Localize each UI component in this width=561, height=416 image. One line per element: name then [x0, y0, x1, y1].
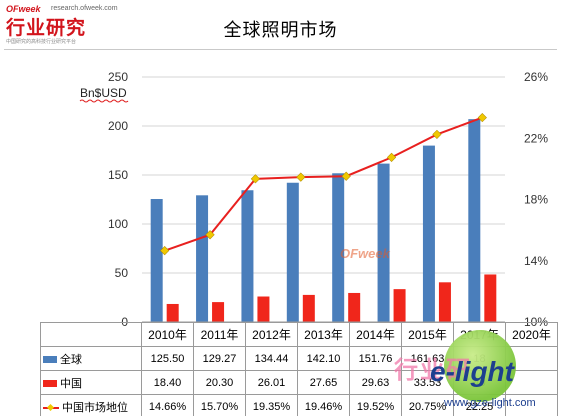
bar-global: [241, 190, 254, 322]
bar-china: [302, 294, 315, 322]
data-label: [505, 394, 558, 416]
line-marker-share: [432, 129, 442, 140]
legend-key-share-line: [43, 403, 59, 412]
line-marker-share: [341, 171, 351, 181]
watermark-url: www.gze-light.com: [444, 397, 536, 409]
data-label: 19.35%: [245, 394, 298, 416]
legend-key-china-bar: [43, 380, 57, 388]
line-marker-share: [296, 172, 306, 182]
watermark-logo-text: e-light: [430, 356, 514, 387]
x-tick-label: 2010年: [141, 322, 194, 347]
series-line-share: [164, 116, 483, 252]
data-label: 125.50: [141, 346, 194, 371]
bar-global: [422, 145, 435, 322]
x-tick-label: 2015年: [401, 322, 454, 347]
bar-china: [484, 274, 497, 322]
data-label: 19.52%: [349, 394, 402, 416]
bar-global: [150, 199, 163, 322]
brand-site-text: research.ofweek.com: [51, 5, 118, 12]
data-label: 26.01: [245, 370, 298, 395]
watermark-ofweek: OFweek: [340, 246, 390, 261]
title-divider: [4, 49, 557, 50]
legend-share: 中国市场地位: [40, 394, 142, 416]
bar-china: [393, 289, 406, 322]
x-tick-label: 2011年: [193, 322, 246, 347]
y-tick-label: 50: [115, 266, 129, 280]
legend-key-global-bar: [43, 356, 57, 364]
data-label: 20.30: [193, 370, 246, 395]
line-marker-share: [250, 174, 261, 184]
brand-subtitle: 中国研究的高科技行业研究平台: [6, 39, 77, 45]
data-label: 15.70%: [193, 394, 246, 416]
watermark-globe: [444, 330, 516, 402]
bar-china: [257, 296, 270, 322]
data-label: 19.46%: [297, 394, 350, 416]
x-tick-label: 2012年: [245, 322, 298, 347]
y-tick-label: 150: [108, 168, 128, 182]
x-tick-label: 2014年: [349, 322, 402, 347]
y2-tick-label: 14%: [524, 254, 548, 268]
bar-global: [377, 163, 390, 322]
y-tick-label: 200: [108, 119, 128, 133]
legend-global: 全球: [40, 346, 142, 371]
data-label: 151.76: [349, 346, 402, 371]
bar-china: [348, 292, 361, 322]
y-tick-label: 100: [108, 217, 128, 231]
data-label: 20.75%: [401, 394, 454, 416]
watermark-elight-logo: 行业研 e-light www.gze-light.com: [394, 330, 560, 416]
line-marker-share: [477, 112, 487, 123]
y-axis-unit: Bn$USD: [80, 86, 127, 100]
data-label: 129.27: [193, 346, 246, 371]
bar-global: [468, 119, 481, 322]
x-tick-label: 2013年: [297, 322, 350, 347]
unit-spellcheck-underline: [79, 99, 129, 103]
y2-tick-label: 18%: [524, 193, 548, 207]
data-label: 27.65: [297, 370, 350, 395]
legend-label-global: 全球: [60, 353, 82, 366]
data-label: 14.66%: [141, 394, 194, 416]
line-marker-share: [205, 230, 215, 240]
brand-logo: OFweek research.ofweek.com 行业研究 中国研究的高科技…: [6, 4, 146, 48]
x-tick-label: 2020年: [505, 322, 558, 347]
y-tick-label: 250: [108, 70, 128, 84]
data-label: 142.10: [297, 346, 350, 371]
line-marker-share: [160, 246, 170, 256]
line-marker-share: [386, 152, 397, 162]
bar-china: [212, 302, 225, 322]
data-table-corner: [40, 322, 142, 347]
bar-china: [438, 282, 451, 322]
bar-china: [166, 303, 179, 322]
legend-label-share: 中国市场地位: [62, 401, 128, 414]
bar-global: [332, 173, 345, 322]
data-label: 29.63: [349, 370, 402, 395]
bar-global: [196, 195, 209, 322]
y2-tick-label: 22%: [524, 131, 548, 145]
page-title: 全球照明市场: [223, 20, 338, 41]
data-label: 134.44: [245, 346, 298, 371]
data-table-header-row: 2010年2011年2012年2013年2014年2015年2017年2020年: [40, 322, 558, 347]
legend-china: 中国: [40, 370, 142, 395]
watermark-chinese: 行业研: [394, 356, 472, 384]
brand-title: 行业研究: [6, 17, 87, 39]
legend-label-china: 中国: [60, 377, 82, 390]
data-label: 18.40: [141, 370, 194, 395]
y2-tick-label: 26%: [524, 70, 548, 84]
brand-ofweek-text: OFweek: [6, 4, 41, 14]
bar-global: [286, 182, 299, 322]
